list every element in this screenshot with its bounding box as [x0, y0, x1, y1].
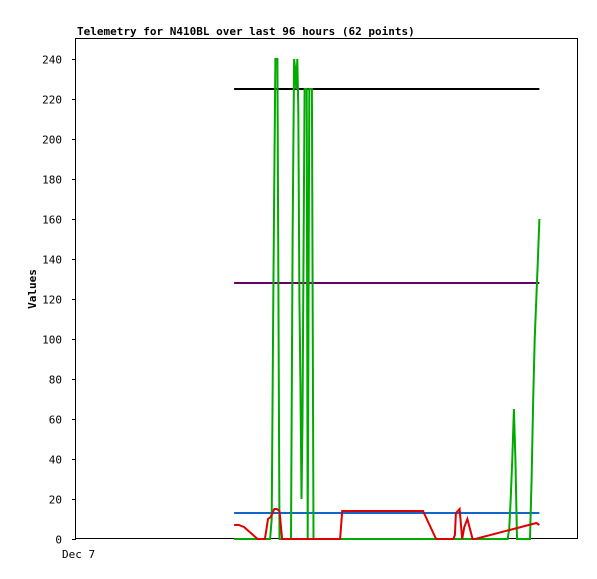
series-layer — [234, 58, 541, 540]
y-tick-label: 40 — [49, 454, 62, 467]
y-tick-label: 120 — [42, 294, 62, 307]
y-tick-label: 160 — [42, 214, 62, 227]
y-tick-label: 240 — [42, 54, 62, 67]
y-axis-label: Values — [26, 269, 39, 309]
y-tick-label: 60 — [49, 414, 62, 427]
y-tick-label: 220 — [42, 94, 62, 107]
y-tick-label: 140 — [42, 254, 62, 267]
y-tick-label: 100 — [42, 334, 62, 347]
y-tick-label: 200 — [42, 134, 62, 147]
y-tick-label: 20 — [49, 494, 62, 507]
series-line-5 — [234, 506, 540, 540]
y-tick-label: 0 — [55, 534, 62, 547]
chart-title: Telemetry for N410BL over last 96 hours … — [77, 25, 415, 38]
y-tick-label: 80 — [49, 374, 62, 387]
x-axis-ticks: Dec 7 — [62, 548, 95, 561]
series-line-4 — [234, 58, 541, 540]
x-tick-label: Dec 7 — [62, 548, 95, 561]
y-axis-ticks: 0 20 40 60 80 100 120 140 160 180 200 220 240 — [42, 54, 76, 547]
y-tick-label: 180 — [42, 174, 62, 187]
